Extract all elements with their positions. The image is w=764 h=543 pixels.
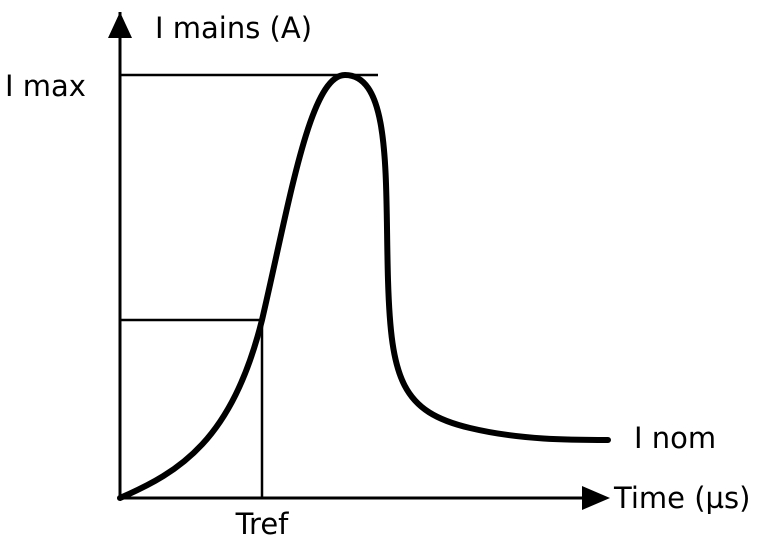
y-arrow bbox=[108, 12, 132, 38]
tref-label: Tref bbox=[235, 507, 290, 541]
x-axis-label: Time (µs) bbox=[613, 481, 750, 515]
inom-label: I nom bbox=[634, 421, 716, 455]
x-arrow bbox=[582, 486, 610, 510]
current-curve bbox=[117, 71, 611, 501]
imax-label: I max bbox=[5, 69, 86, 103]
y-axis-label: I mains (A) bbox=[155, 11, 312, 45]
